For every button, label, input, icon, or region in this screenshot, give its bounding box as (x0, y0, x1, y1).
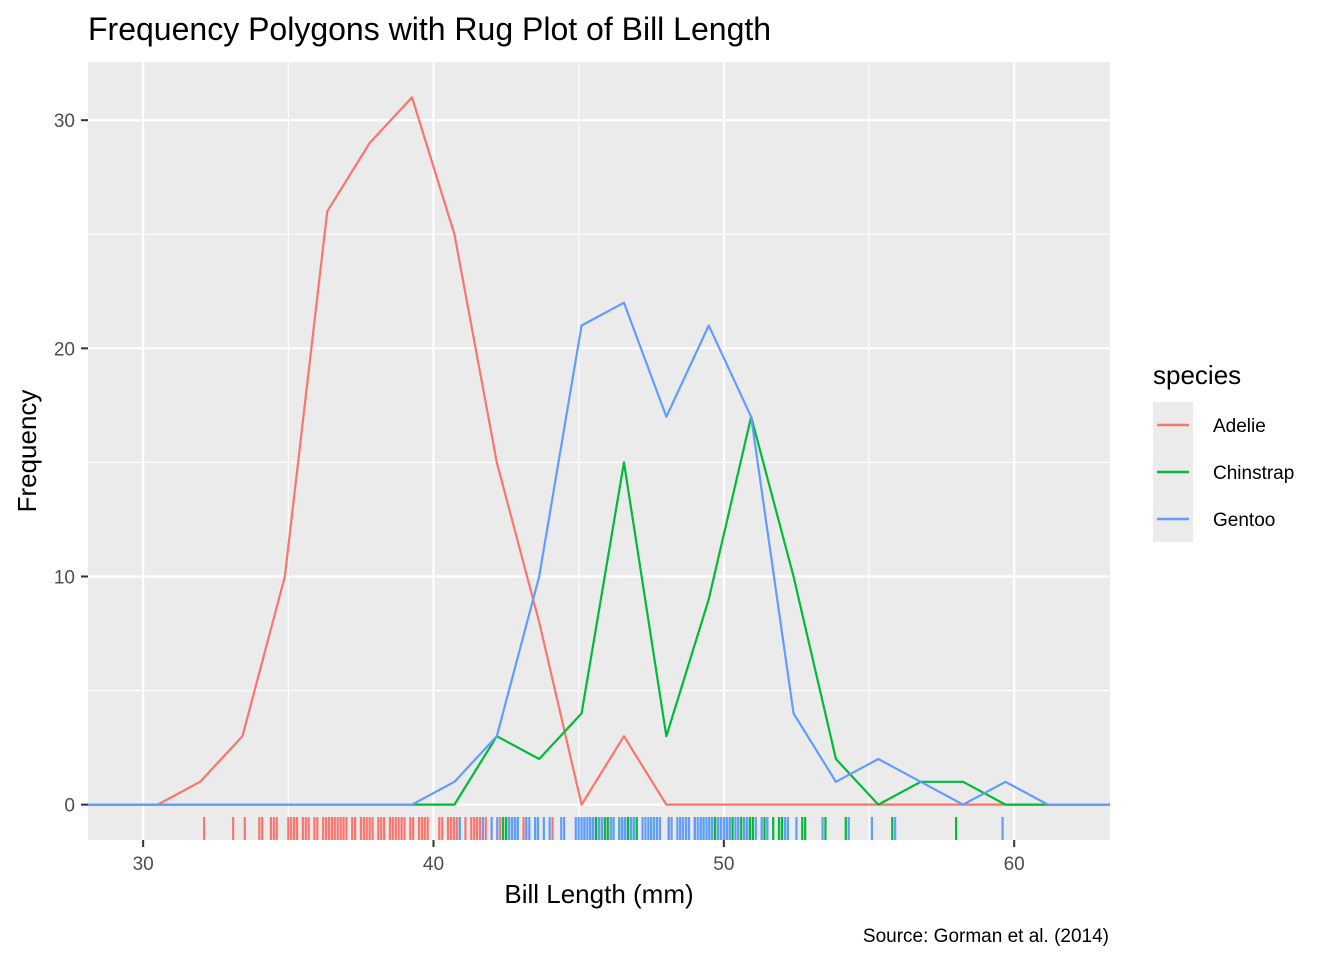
y-tick-label: 0 (64, 796, 75, 817)
legend-label-chinstrap: Chinstrap (1213, 463, 1294, 484)
legend-label-adelie: Adelie (1213, 416, 1266, 437)
y-axis-label: Frequency (12, 390, 42, 513)
x-axis-label: Bill Length (mm) (504, 879, 693, 909)
series-adelie (88, 96, 1110, 806)
series-line-gentoo (88, 301, 1110, 806)
legend: species Adelie Chinstrap Gentoo (1153, 360, 1294, 542)
y-axis: 0 10 20 30 (54, 111, 88, 817)
legend-label-gentoo: Gentoo (1213, 510, 1275, 531)
x-tick-label: 40 (423, 854, 444, 875)
y-tick-label: 30 (54, 111, 75, 132)
x-tick-label: 50 (713, 854, 734, 875)
y-tick-label: 20 (54, 339, 75, 360)
series-lines (88, 96, 1110, 806)
rug-plot (203, 817, 1004, 840)
chart-title: Frequency Polygons with Rug Plot of Bill… (88, 11, 771, 47)
x-tick-label: 30 (133, 854, 154, 875)
x-axis: 30 40 50 60 (133, 840, 1025, 875)
rug-gentoo (458, 817, 1004, 840)
series-gentoo (88, 301, 1110, 806)
y-tick-label: 10 (54, 567, 75, 588)
chart-caption: Source: Gorman et al. (2014) (863, 926, 1109, 947)
series-line-adelie (88, 96, 1110, 806)
plot-panel (88, 62, 1110, 840)
legend-item-adelie: Adelie (1157, 416, 1266, 437)
legend-title: species (1153, 360, 1241, 390)
x-tick-label: 60 (1004, 854, 1025, 875)
legend-item-gentoo: Gentoo (1157, 510, 1275, 531)
legend-item-chinstrap: Chinstrap (1157, 463, 1294, 484)
